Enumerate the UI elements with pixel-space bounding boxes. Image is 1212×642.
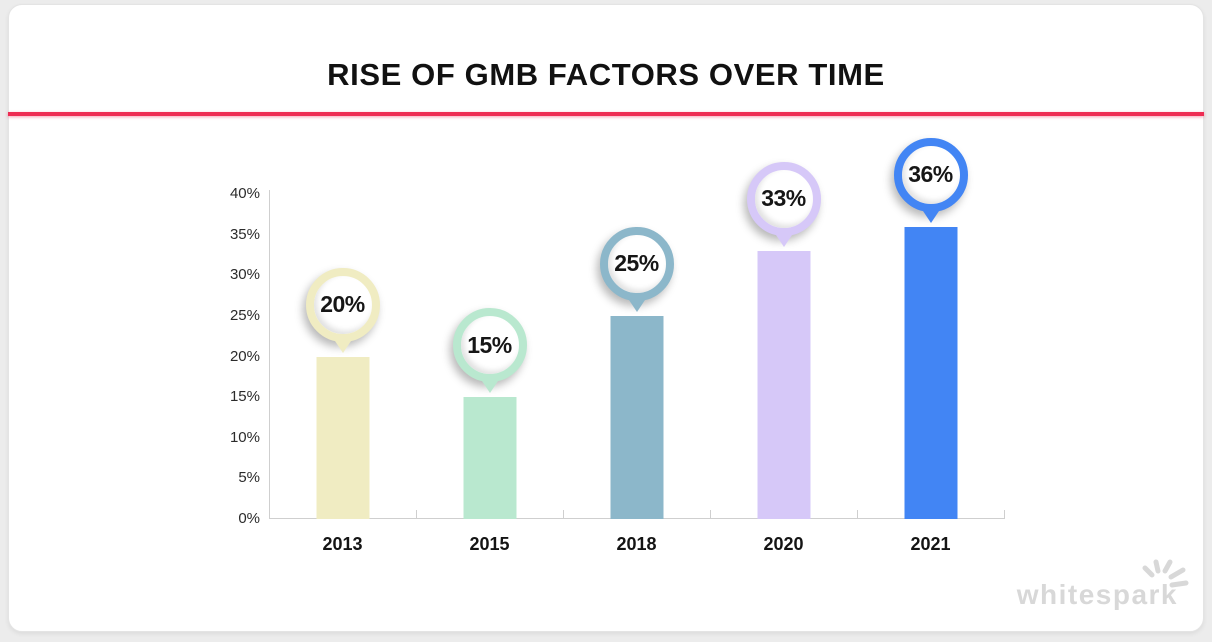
value-badge-pointer — [332, 337, 353, 353]
value-badge-pointer — [920, 207, 941, 223]
value-badge-pointer — [773, 231, 794, 247]
value-badge-2015: 15% — [452, 308, 527, 394]
value-badge-pointer — [626, 296, 647, 312]
bar-slot-2020: 33% 2020 — [710, 161, 857, 554]
x-axis-tick — [1004, 510, 1005, 519]
chart-card: RISE OF GMB FACTORS OVER TIME 0% 5% 10% 15%… — [8, 4, 1204, 632]
value-badge-pointer — [479, 378, 500, 394]
whitespark-wordmark: whitespark — [1016, 579, 1178, 610]
bar-2018 — [610, 315, 663, 519]
bar-slot-2013: 20% 2013 — [269, 194, 416, 554]
x-axis-tick — [416, 510, 417, 519]
value-badge-2013: 20% — [305, 267, 380, 353]
x-axis-tick — [857, 510, 858, 519]
y-axis-tick-label: 30% — [229, 266, 260, 284]
x-axis-category-label: 2020 — [763, 534, 804, 554]
x-axis-category-label: 2021 — [910, 534, 951, 554]
y-axis-tick-label: 0% — [238, 510, 260, 527]
value-badge-2020: 33% — [746, 161, 821, 247]
y-axis-line — [269, 190, 270, 519]
chart-title: RISE OF GMB FACTORS OVER TIME — [327, 57, 885, 92]
value-badge-2018: 25% — [599, 226, 674, 312]
bar-2013 — [316, 356, 369, 519]
y-axis-tick-label: 10% — [229, 428, 260, 446]
bar-2021 — [904, 226, 957, 519]
bar-slot-2015: 15% 2015 — [416, 194, 563, 554]
bar-slot-2018: 25% 2018 — [563, 194, 710, 554]
bar-slot-2021: 36% 2021 — [857, 137, 1004, 554]
plot-area: 0% 5% 10% 15% 20% 25% 30% 35% 40% 20% 2013 15% 2015 2… — [230, 137, 1005, 554]
value-badge-circle: 33% — [746, 161, 821, 236]
x-axis-category-label: 2013 — [322, 534, 363, 554]
value-badge-circle: 36% — [893, 137, 968, 212]
value-badge-circle: 15% — [452, 308, 527, 383]
value-badge-circle: 20% — [305, 267, 380, 342]
y-axis-tick-label: 40% — [229, 185, 260, 202]
title-divider — [8, 112, 1204, 116]
x-axis-tick — [710, 510, 711, 519]
bar-2015 — [463, 397, 516, 519]
bar-2020 — [757, 250, 810, 519]
whitespark-logo: whitespark — [1016, 559, 1189, 610]
x-axis-category-label: 2015 — [469, 534, 510, 554]
y-axis-tick-label: 35% — [229, 225, 260, 243]
x-axis-category-label: 2018 — [616, 534, 657, 554]
spark-burst-icon — [1142, 559, 1189, 588]
x-axis-tick — [563, 510, 564, 519]
y-axis-tick-label: 20% — [229, 347, 260, 365]
y-axis-tick-label: 25% — [229, 306, 260, 324]
value-badge-2021: 36% — [893, 137, 968, 223]
y-axis-tick-label: 5% — [238, 469, 260, 487]
value-badge-circle: 25% — [599, 226, 674, 301]
y-axis-tick-label: 15% — [229, 388, 260, 406]
